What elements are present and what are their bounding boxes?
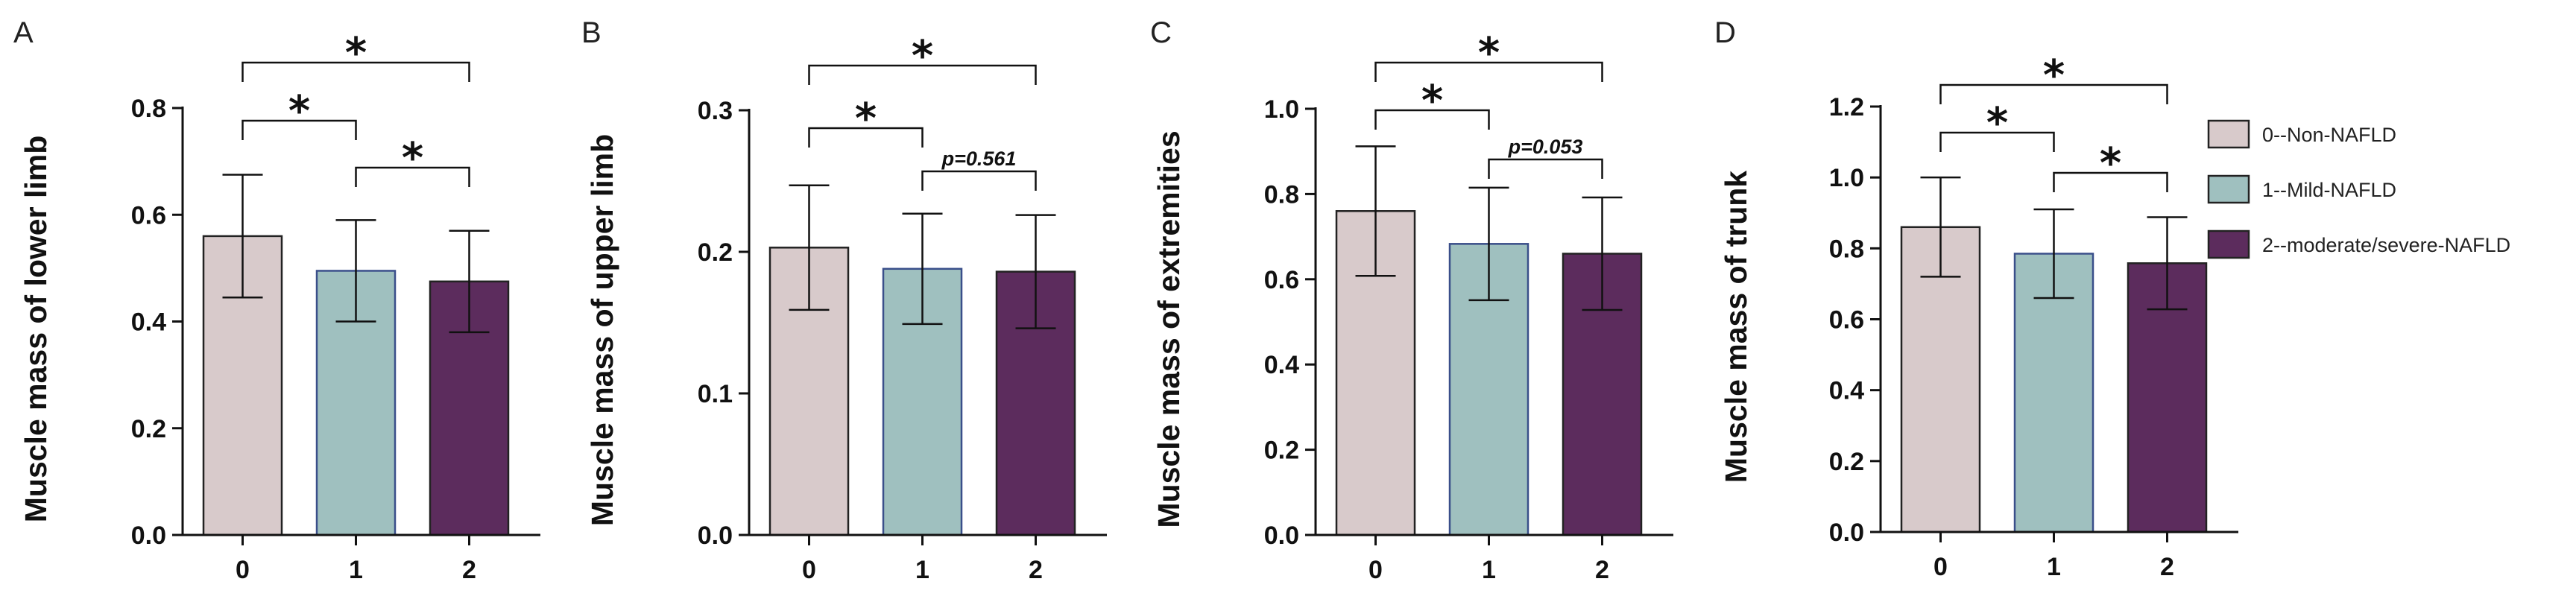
panel-letter: D xyxy=(1714,16,1736,49)
significance-star: * xyxy=(2100,139,2121,188)
y-axis-label: Muscle mass of lower limb xyxy=(19,136,53,523)
panel-C: C Muscle mass of extremities 0.0 0.2 0.4 0.6 0… xyxy=(1150,16,1673,584)
bar-group-0 xyxy=(1900,226,1981,533)
y-tick-label: 1.0 xyxy=(1829,164,1864,192)
significance-bracket xyxy=(808,127,924,148)
y-tick-label: 0.8 xyxy=(1264,180,1299,209)
legend-item: 1--Mild-NAFLD xyxy=(2207,174,2396,204)
y-axis-label: Muscle mass of upper limb xyxy=(585,134,619,526)
y-tick-label: 0.2 xyxy=(1264,437,1299,465)
legend-swatch xyxy=(2207,174,2250,204)
significance-bracket xyxy=(921,170,1037,191)
significance-star: * xyxy=(1421,77,1443,125)
legend-item: 0--Non-NAFLD xyxy=(2207,119,2396,149)
panels-container: A Muscle mass of lower limb 0.0 0.2 0.4 0.6 0.… xyxy=(13,16,2238,584)
y-tick-label: 0.4 xyxy=(131,308,166,337)
p-value-label: p=0.053 xyxy=(1508,136,1583,158)
x-tick-label: 1 xyxy=(915,556,929,584)
y-tick-label: 0.3 xyxy=(698,97,733,125)
significance-star: * xyxy=(288,87,310,136)
x-tick-label: 0 xyxy=(1368,556,1383,584)
y-tick-label: 0.0 xyxy=(131,522,166,550)
panel-B: B Muscle mass of upper limb 0.0 0.1 0.2 0.3 0 1… xyxy=(581,16,1107,584)
y-tick-label: 0.0 xyxy=(1829,519,1864,547)
significance-bracket xyxy=(808,64,1037,85)
y-tick-label: 1.2 xyxy=(1829,93,1864,121)
significance-bracket xyxy=(1488,158,1603,179)
legend-label: 1--Mild-NAFLD xyxy=(2262,179,2396,201)
y-tick-label: 0.0 xyxy=(1264,522,1299,550)
y-tick-label: 1.0 xyxy=(1264,95,1299,124)
significance-star: * xyxy=(2043,51,2065,100)
bar-group-1 xyxy=(2013,253,2094,533)
y-tick-label: 0.4 xyxy=(1829,377,1864,405)
legend-swatch xyxy=(2207,229,2250,259)
significance-star: * xyxy=(855,95,877,143)
panel-letter: A xyxy=(13,16,34,49)
y-tick-label: 0.8 xyxy=(131,95,166,123)
legend: 0--Non-NAFLD 1--Mild-NAFLD 2--moderate/sev… xyxy=(2207,119,2510,259)
significance-star: * xyxy=(1986,99,2008,148)
significance-bracket xyxy=(1374,61,1603,82)
significance-star: * xyxy=(912,32,933,80)
panel-D: D Muscle mass of trunk 0.0 0.2 0.4 0.6 0.8 1.0 1… xyxy=(1714,16,2238,581)
y-tick-label: 0.4 xyxy=(1264,351,1299,379)
significance-bracket xyxy=(1374,109,1490,130)
legend-label: 2--moderate/severe-NAFLD xyxy=(2262,234,2510,256)
significance-bracket xyxy=(1939,83,2168,104)
significance-bracket xyxy=(242,119,357,140)
legend-item: 2--moderate/severe-NAFLD xyxy=(2207,229,2510,259)
x-tick-label: 2 xyxy=(462,556,476,584)
significance-bracket xyxy=(355,166,470,187)
significance-star: * xyxy=(345,29,367,77)
y-tick-label: 0.0 xyxy=(698,522,733,550)
x-tick-label: 0 xyxy=(236,556,250,584)
panel-A: A Muscle mass of lower limb 0.0 0.2 0.4 0.6 0.… xyxy=(13,16,540,584)
significance-bracket xyxy=(242,61,470,82)
panel-letter: B xyxy=(581,16,602,49)
y-tick-label: 0.6 xyxy=(131,201,166,229)
x-tick-label: 0 xyxy=(1933,553,1948,581)
significance-bracket xyxy=(2053,171,2168,192)
y-tick-label: 0.6 xyxy=(1829,306,1864,335)
panel-letter: C xyxy=(1150,16,1172,49)
y-axis-label: Muscle mass of trunk xyxy=(1719,171,1753,483)
y-tick-label: 0.6 xyxy=(1264,266,1299,294)
y-tick-label: 0.2 xyxy=(698,238,733,267)
x-tick-label: 1 xyxy=(1482,556,1496,584)
y-tick-label: 0.8 xyxy=(1829,235,1864,263)
legend-label: 0--Non-NAFLD xyxy=(2262,124,2396,146)
significance-bracket xyxy=(1939,131,2055,152)
y-tick-label: 0.2 xyxy=(131,415,166,443)
legend-swatch xyxy=(2207,119,2250,149)
x-tick-label: 1 xyxy=(349,556,363,584)
p-value-label: p=0.561 xyxy=(941,148,1017,170)
x-tick-label: 2 xyxy=(1595,556,1609,584)
y-axis-label: Muscle mass of extremities xyxy=(1152,130,1186,528)
x-tick-label: 2 xyxy=(1029,556,1043,584)
y-tick-label: 0.1 xyxy=(698,380,733,408)
significance-star: * xyxy=(1478,29,1500,77)
x-tick-label: 1 xyxy=(2047,553,2061,581)
y-tick-label: 0.2 xyxy=(1829,448,1864,476)
x-tick-label: 2 xyxy=(2160,553,2174,581)
significance-star: * xyxy=(402,134,423,183)
x-tick-label: 0 xyxy=(802,556,816,584)
